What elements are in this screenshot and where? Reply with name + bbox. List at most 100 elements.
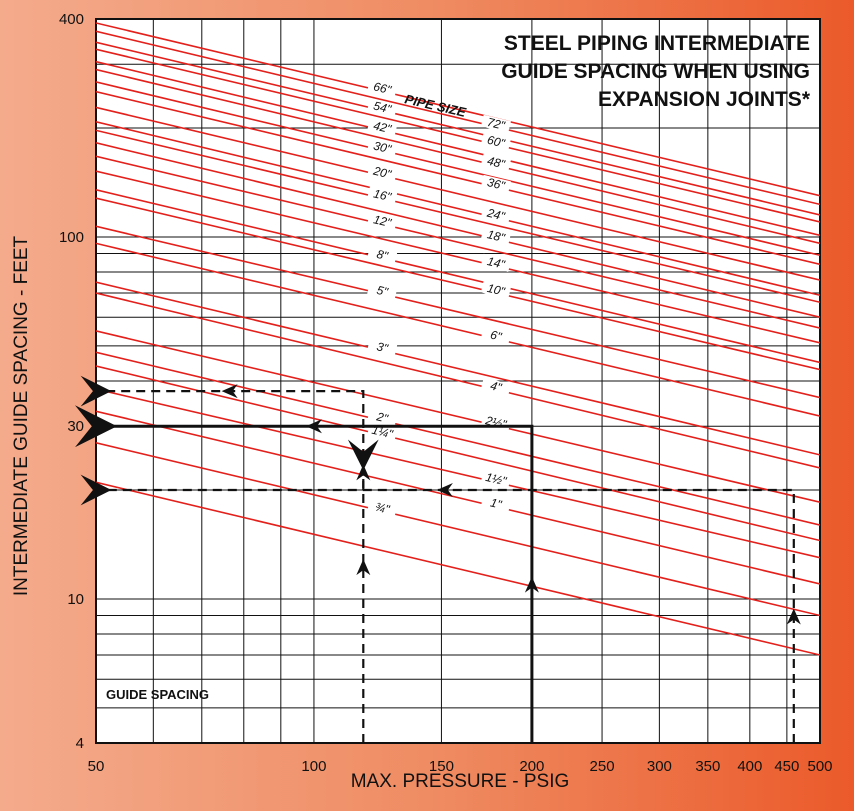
y-tick-label: 30 [67, 418, 84, 435]
series-label: 1½" [484, 470, 508, 489]
y-tick-label: 400 [59, 11, 84, 28]
series-line [96, 188, 820, 364]
series-label-bg [367, 245, 398, 265]
series-line [96, 197, 820, 371]
series-line [96, 41, 820, 216]
series-label: 36" [486, 175, 507, 193]
example-path [80, 375, 365, 743]
series-label-bg [367, 79, 398, 98]
series-label-bg [367, 138, 398, 157]
series-label-bg [367, 338, 398, 357]
series-label: 16" [372, 186, 393, 204]
x-tick-label: 500 [807, 758, 832, 775]
series-line [96, 155, 820, 329]
series-label-bg [480, 280, 511, 299]
series-label-bg [367, 408, 398, 427]
series-label: 8" [375, 247, 390, 263]
series-label: 5" [375, 283, 390, 299]
series-lines [96, 22, 820, 656]
y-tick-label: 100 [59, 229, 84, 246]
series-line [96, 90, 820, 266]
x-tick-label: 50 [88, 758, 105, 775]
x-tick-label: 300 [647, 758, 672, 775]
series-label: 10" [486, 281, 507, 299]
y-tick-label: 10 [67, 591, 84, 608]
series-label-bg [480, 494, 511, 513]
series-label: 14" [486, 254, 507, 272]
arrow-mark [524, 576, 539, 593]
title-line-1: STEEL PIPING INTERMEDIATE [503, 32, 810, 55]
x-tick-label: 100 [301, 758, 326, 775]
y-tick-label: 4 [76, 735, 84, 752]
series-label: 3" [375, 339, 390, 355]
series-label-bg [480, 132, 511, 151]
series-label-bg [480, 377, 511, 396]
series-label-bg [480, 153, 511, 172]
series-label: 1" [489, 495, 504, 511]
series-line [96, 365, 820, 542]
series-line [96, 481, 820, 656]
series-label-bg [367, 163, 398, 182]
y-tick-labels: 4 10 30 100 400 [59, 11, 84, 752]
series-line [96, 30, 820, 206]
y-axis-label: INTERMEDIATE GUIDE SPACING - FEET [11, 235, 32, 597]
arrow-mark [305, 419, 322, 434]
series-label: 6" [489, 328, 504, 344]
series-line [96, 142, 820, 319]
series-label-bg [367, 212, 398, 231]
series-line [96, 410, 820, 585]
series-line [96, 121, 820, 297]
series-line [96, 351, 820, 526]
series-label: 18" [486, 227, 507, 245]
arrow-mark [356, 559, 371, 576]
series-line [96, 106, 820, 281]
series-label: 54" [372, 99, 393, 117]
series-line [96, 225, 820, 399]
arrow-mark [786, 608, 801, 625]
series-line [96, 442, 820, 617]
series-label: 60" [486, 133, 507, 151]
x-tick-labels: 50 100 150 200 250 300 350 400 450 500 [88, 758, 833, 775]
x-tick-label: 350 [695, 758, 720, 775]
x-tick-label: 450 [774, 758, 799, 775]
corner-label: GUIDE SPACING [106, 687, 209, 702]
series-label: 72" [486, 115, 507, 133]
series-label-bg [367, 118, 398, 137]
series-label: 4" [489, 379, 504, 395]
grid [95, 18, 821, 744]
series-label-bg [480, 470, 511, 489]
x-tick-label: 250 [590, 758, 615, 775]
arrow-mark [436, 482, 453, 497]
series-line [96, 22, 820, 197]
series-line [96, 281, 820, 456]
y-axis-label-wrap: INTERMEDIATE GUIDE SPACING - FEET [2, 0, 42, 811]
series-label-bg [367, 98, 398, 117]
x-axis-label: MAX. PRESSURE - PSIG [350, 771, 570, 792]
series-label: 20" [371, 163, 393, 181]
series-line [96, 388, 820, 559]
series-label-bg [480, 205, 511, 224]
series-label: 24" [485, 205, 507, 223]
x-tick-label: 150 [429, 758, 454, 775]
series-label: 66" [372, 79, 393, 97]
series-label-bg [367, 281, 398, 301]
series-line [96, 170, 820, 344]
series-line [96, 292, 820, 469]
series-label: 30" [372, 139, 393, 157]
example-paths [75, 375, 801, 743]
series-label-bg [480, 114, 511, 133]
example-path [75, 405, 534, 743]
series-line [96, 81, 820, 257]
title-line-2: GUIDE SPACING WHEN USING [501, 60, 810, 83]
series-label: 2" [374, 409, 390, 426]
title-line-3: EXPANSION JOINTS* [598, 88, 810, 111]
series-line [96, 60, 820, 237]
series-label-bg [367, 186, 398, 205]
x-tick-label: 200 [519, 758, 544, 775]
arrow-mark [356, 464, 371, 481]
series-label-bg [480, 174, 511, 194]
series-label-bg [480, 226, 511, 246]
series-line [96, 68, 820, 245]
series-label-bg [480, 253, 511, 272]
